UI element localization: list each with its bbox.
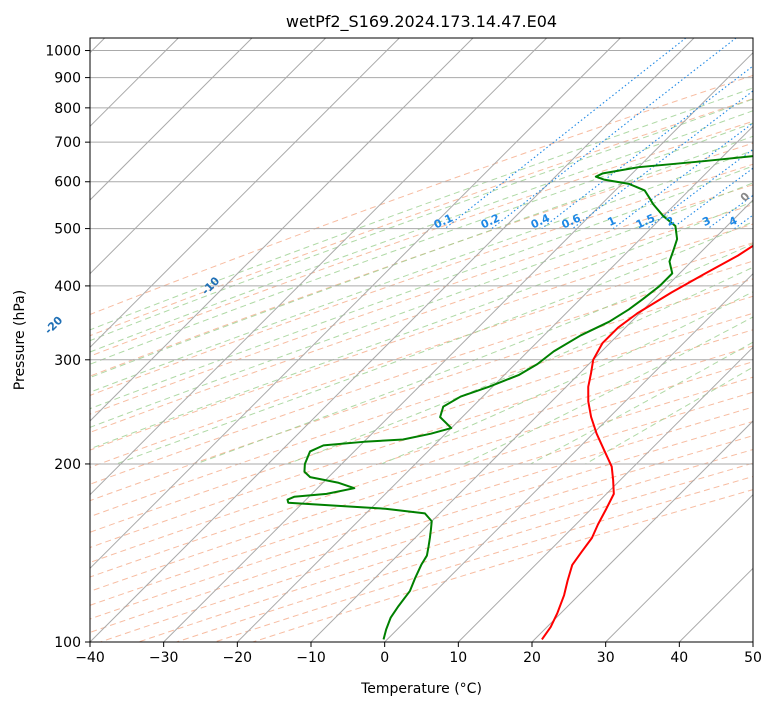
adiabat-label: -20 (42, 313, 65, 336)
isotherm-line (678, 567, 753, 642)
dry-adiabat-line (90, 420, 753, 633)
axes: −40 −30 −20 −10 0 10 20 30 40 50 1000 900 800 700 600 5… (45, 44, 762, 667)
dry-adiabat-line (90, 361, 753, 578)
moist-adiabat-line (530, 341, 753, 465)
mixing-ratio-line (734, 214, 753, 230)
dry-adiabat-line (90, 312, 753, 533)
isotherm-line (531, 420, 753, 642)
x-tick-label: 10 (449, 650, 467, 666)
y-axis-label: Pressure (hPa) (12, 290, 28, 390)
y-tick-label: 1000 (45, 44, 81, 60)
mixing-ratio-line (572, 90, 753, 230)
dewpoint-profile-line (286, 155, 753, 640)
y-tick-label: 700 (54, 135, 81, 151)
dry-adiabat-line (90, 223, 753, 451)
mixing-ratio-line (491, 38, 737, 230)
y-tick-label: 100 (54, 635, 81, 651)
mixing-ratio-label: 1 (606, 214, 618, 229)
isotherm-line (90, 38, 474, 422)
x-tick-label: −30 (149, 650, 179, 666)
dry-adiabat-line (214, 475, 753, 642)
y-tick-label: 500 (54, 222, 81, 238)
moist-adiabat-line (90, 165, 753, 410)
mixing-ratio-label: 3 (700, 214, 712, 229)
mixing-ratio-line (671, 167, 753, 230)
chart-title: wetPf2_S169.2024.173.14.47.E04 (286, 12, 557, 32)
dry-adiabat-line (90, 163, 753, 396)
x-tick-label: −40 (75, 650, 105, 666)
isotherm-line (90, 38, 548, 496)
adiabat-label: -10 (199, 274, 222, 297)
mixing-ratio-label: 4 (727, 214, 740, 229)
dry-adiabat-line (90, 278, 753, 502)
isotherm-line (163, 51, 753, 642)
isotherm-line (90, 38, 621, 570)
dry-adiabat-line (90, 98, 753, 337)
x-tick-label: 20 (523, 650, 541, 666)
temperature-profile-line (541, 244, 753, 641)
y-tick-label: 900 (54, 71, 81, 87)
moist-adiabat-line (90, 149, 753, 393)
dry-adiabat-line (90, 74, 753, 316)
y-tick-label: 200 (54, 457, 81, 473)
isotherm-line (384, 272, 753, 642)
line-labels: 0.10.20.40.611.5234-100-90-80-70-60-50-4… (42, 189, 753, 336)
mixing-ratio-line (541, 65, 753, 230)
series-layer (286, 155, 753, 641)
plot-frame (89, 37, 754, 643)
moist-adiabat-line (195, 243, 753, 465)
y-tick-label: 600 (54, 175, 81, 191)
x-axis-label: Temperature (°C) (360, 681, 482, 697)
moist-adiabat-line (381, 291, 753, 465)
x-tick-label: −10 (296, 650, 326, 666)
x-tick-label: 50 (744, 650, 762, 666)
isotherm-line (236, 125, 753, 642)
dry-adiabat-line (90, 391, 753, 606)
moist-adiabat-line (90, 110, 753, 353)
moist-adiabat-line (90, 87, 753, 331)
isotherm-line (90, 38, 327, 275)
dry-adiabat-line (90, 329, 753, 549)
x-tick-label: −20 (223, 650, 253, 666)
isotherm-line (605, 493, 753, 642)
isotherm-line (457, 346, 753, 642)
x-tick-label: 30 (597, 650, 615, 666)
moist-adiabat-line (90, 200, 753, 450)
y-tick-label: 400 (54, 279, 81, 295)
isotherm-line (90, 38, 400, 349)
dry-adiabat-line (100, 435, 753, 642)
dry-adiabat-line (90, 260, 753, 485)
moist-adiabat-line (90, 122, 753, 365)
isotherm-line (752, 641, 753, 642)
isotherm-line (90, 38, 253, 201)
background-grid (90, 38, 753, 642)
moist-adiabat-line (90, 98, 753, 342)
y-tick-label: 300 (54, 353, 81, 369)
isotherm-line (90, 38, 695, 642)
moist-adiabat-line (90, 135, 753, 379)
x-tick-label: 0 (380, 650, 389, 666)
isotherm-line (310, 199, 753, 642)
moist-adiabat-line (463, 316, 753, 465)
moist-adiabat-line (90, 182, 753, 428)
x-tick-label: 40 (670, 650, 688, 666)
y-tick-label: 800 (54, 101, 81, 117)
dry-adiabat-line (90, 142, 753, 377)
